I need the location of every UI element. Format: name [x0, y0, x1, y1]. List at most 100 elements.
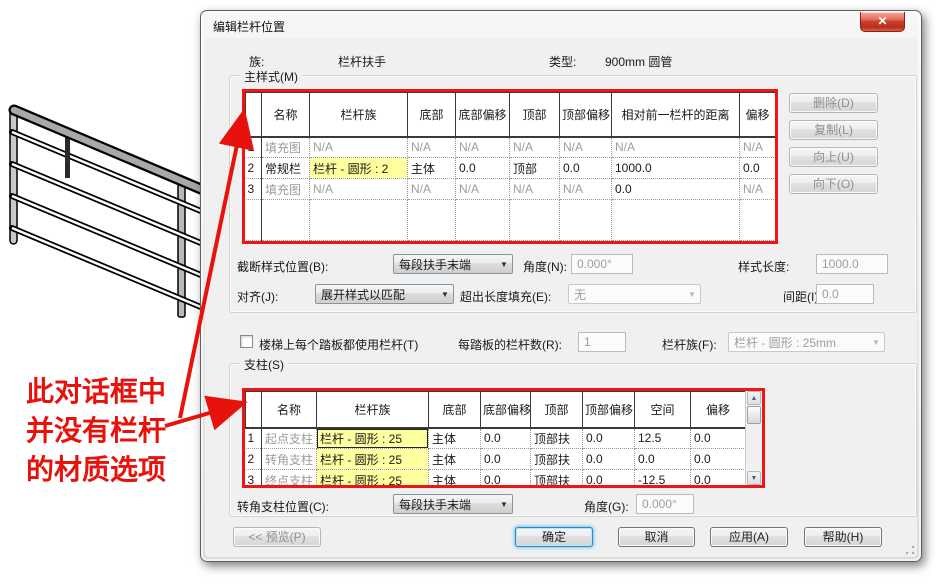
table-cell[interactable]: N/A	[739, 178, 775, 200]
table-cell[interactable]: 顶部扶	[530, 469, 583, 485]
justify-select[interactable]: 展开样式以匹配 ▼	[315, 284, 454, 304]
table-header-cell: 顶部偏移	[582, 391, 635, 429]
table-cell[interactable]: 主体	[428, 448, 481, 470]
chevron-down-icon: ▼	[688, 289, 696, 299]
table-cell[interactable]: 填充图	[261, 178, 310, 200]
duplicate-button[interactable]: 复制(L)	[789, 120, 878, 140]
table-header-cell: 相对前一栏杆的距离	[611, 92, 740, 138]
table-cell[interactable]: 0.0	[480, 427, 531, 449]
help-button[interactable]: 帮助(H)	[804, 527, 882, 547]
table-cell[interactable]: N/A	[509, 178, 560, 200]
row-number[interactable]: 1	[245, 136, 262, 158]
row-number[interactable]: 3	[245, 469, 262, 485]
table-cell[interactable]: N/A	[455, 136, 510, 158]
posts-table[interactable]: 名称 栏杆族 底部 底部偏移 顶部 顶部偏移 空间 偏移 1 起点支柱 栏杆 - 圆形 : 25 主体…	[245, 391, 746, 485]
table-cell[interactable]: 顶部	[509, 157, 560, 179]
table-cell[interactable]: 0.0	[582, 448, 635, 470]
table-cell[interactable]: 0.0	[739, 157, 775, 179]
table-cell[interactable]: 顶部扶	[530, 448, 583, 470]
scroll-up-button[interactable]: ▲	[747, 391, 761, 405]
preview-button[interactable]: << 预览(P)	[233, 527, 321, 547]
up-button[interactable]: 向上(U)	[789, 147, 878, 167]
table-cell[interactable]: 主体	[407, 157, 456, 179]
apply-button[interactable]: 应用(A)	[710, 527, 788, 547]
per-tread-checkbox[interactable]	[240, 335, 253, 348]
scroll-down-button[interactable]: ▼	[747, 471, 761, 485]
table-cell[interactable]: 顶部扶	[530, 427, 583, 449]
resize-grip[interactable]	[905, 545, 915, 555]
chevron-down-icon: ▼	[872, 337, 880, 347]
corner-posts-select[interactable]: 每段扶手末端 ▼	[393, 494, 513, 514]
scroll-up-icon: ▲	[750, 395, 758, 402]
spacing-input[interactable]: 0.0	[816, 284, 874, 304]
table-cell[interactable]: 终点支柱	[261, 469, 317, 485]
table-cell[interactable]: 0.0	[582, 469, 635, 485]
table-cell[interactable]: N/A	[611, 136, 740, 158]
table-cell[interactable]: 栏杆 - 圆形 : 25	[316, 427, 429, 449]
row-number[interactable]: 2	[245, 448, 262, 470]
table-header-cell: 顶部偏移	[559, 92, 612, 138]
table-cell[interactable]: 填充图	[261, 136, 310, 158]
family-value: 栏杆扶手	[338, 55, 387, 69]
close-button[interactable]: ✕	[860, 12, 905, 32]
ok-button[interactable]: 确定	[515, 527, 593, 547]
table-cell[interactable]: 0.0	[690, 427, 746, 449]
table-cell[interactable]: 0.0	[690, 469, 746, 485]
posts-scrollbar[interactable]: ▲ ▼	[745, 391, 762, 485]
table-cell[interactable]: 0.0	[634, 448, 691, 470]
main-pattern-table-container: 名称 栏杆族 底部 底部偏移 顶部 顶部偏移 相对前一栏杆的距离 偏移 1 填充图 N/A N/A N/…	[245, 92, 775, 241]
pattern-length-input[interactable]: 1000.0	[816, 254, 888, 274]
break-pattern-select[interactable]: 每段扶手末端 ▼	[393, 254, 513, 274]
table-cell[interactable]: N/A	[407, 136, 456, 158]
row-number[interactable]: 2	[245, 157, 262, 179]
main-pattern-red-highlight: 名称 栏杆族 底部 底部偏移 顶部 顶部偏移 相对前一栏杆的距离 偏移 1 填充图 N/A N/A N/…	[242, 89, 778, 244]
table-cell[interactable]: N/A	[407, 178, 456, 200]
angle-n-input[interactable]: 0.000°	[571, 254, 633, 274]
table-cell[interactable]: 0.0	[582, 427, 635, 449]
table-cell[interactable]: 栏杆 - 圆形 : 25	[316, 469, 429, 485]
table-cell[interactable]: N/A	[455, 178, 510, 200]
title-bar[interactable]: 编辑栏杆位置 ✕	[201, 11, 921, 39]
table-row: 3 终点支柱 栏杆 - 圆形 : 25 主体 0.0 顶部扶 0.0 -12.5 0.0	[245, 469, 746, 485]
table-cell[interactable]: -12.5	[634, 469, 691, 485]
tread-count-input[interactable]: 1	[578, 332, 626, 352]
scrollbar-thumb[interactable]	[747, 406, 761, 424]
table-cell[interactable]: N/A	[739, 136, 775, 158]
annotation-line: 的材质选项	[26, 454, 167, 485]
baluster-family-value: 栏杆 - 圆形 : 25mm	[734, 335, 837, 350]
cancel-button[interactable]: 取消	[618, 527, 695, 547]
table-row: 2 常规栏 栏杆 - 圆形 : 2 主体 0.0 顶部 0.0 1000.0 0.0	[245, 157, 775, 179]
table-cell[interactable]: 0.0	[611, 178, 740, 200]
table-cell[interactable]: N/A	[559, 178, 612, 200]
excess-fill-value: 无	[574, 287, 587, 302]
excess-fill-select[interactable]: 无 ▼	[568, 284, 701, 304]
baluster-family-select[interactable]: 栏杆 - 圆形 : 25mm ▼	[728, 332, 885, 352]
table-cell[interactable]: 0.0	[480, 469, 531, 485]
table-cell[interactable]: 12.5	[634, 427, 691, 449]
table-cell[interactable]: 常规栏	[261, 157, 310, 179]
table-row: 3 填充图 N/A N/A N/A N/A N/A 0.0 N/A	[245, 178, 775, 200]
table-cell[interactable]: 栏杆 - 圆形 : 25	[316, 448, 429, 470]
main-pattern-table[interactable]: 名称 栏杆族 底部 底部偏移 顶部 顶部偏移 相对前一栏杆的距离 偏移 1 填充图 N/A N/A N/…	[245, 92, 775, 241]
table-cell[interactable]: N/A	[309, 178, 408, 200]
row-number[interactable]: 1	[245, 427, 262, 449]
table-cell[interactable]: N/A	[509, 136, 560, 158]
table-cell[interactable]: N/A	[559, 136, 612, 158]
posts-table-container: 名称 栏杆族 底部 底部偏移 顶部 顶部偏移 空间 偏移 1 起点支柱 栏杆 - 圆形 : 25 主体…	[245, 391, 762, 485]
table-cell[interactable]: 1000.0	[611, 157, 740, 179]
row-number[interactable]: 3	[245, 178, 262, 200]
main-pattern-group-label: 主样式(M)	[240, 68, 302, 85]
table-cell[interactable]: 0.0	[455, 157, 510, 179]
table-cell[interactable]: N/A	[309, 136, 408, 158]
table-cell[interactable]: 主体	[428, 427, 481, 449]
table-cell[interactable]: 0.0	[690, 448, 746, 470]
table-cell[interactable]: 起点支柱	[261, 427, 317, 449]
table-cell[interactable]: 转角支柱	[261, 448, 317, 470]
down-button[interactable]: 向下(O)	[789, 174, 878, 194]
table-cell[interactable]: 0.0	[480, 448, 531, 470]
table-cell[interactable]: 0.0	[559, 157, 612, 179]
delete-button[interactable]: 删除(D)	[789, 93, 878, 113]
table-cell[interactable]: 栏杆 - 圆形 : 2	[309, 157, 408, 179]
angle-g-input[interactable]: 0.000°	[636, 494, 694, 514]
table-cell[interactable]: 主体	[428, 469, 481, 485]
